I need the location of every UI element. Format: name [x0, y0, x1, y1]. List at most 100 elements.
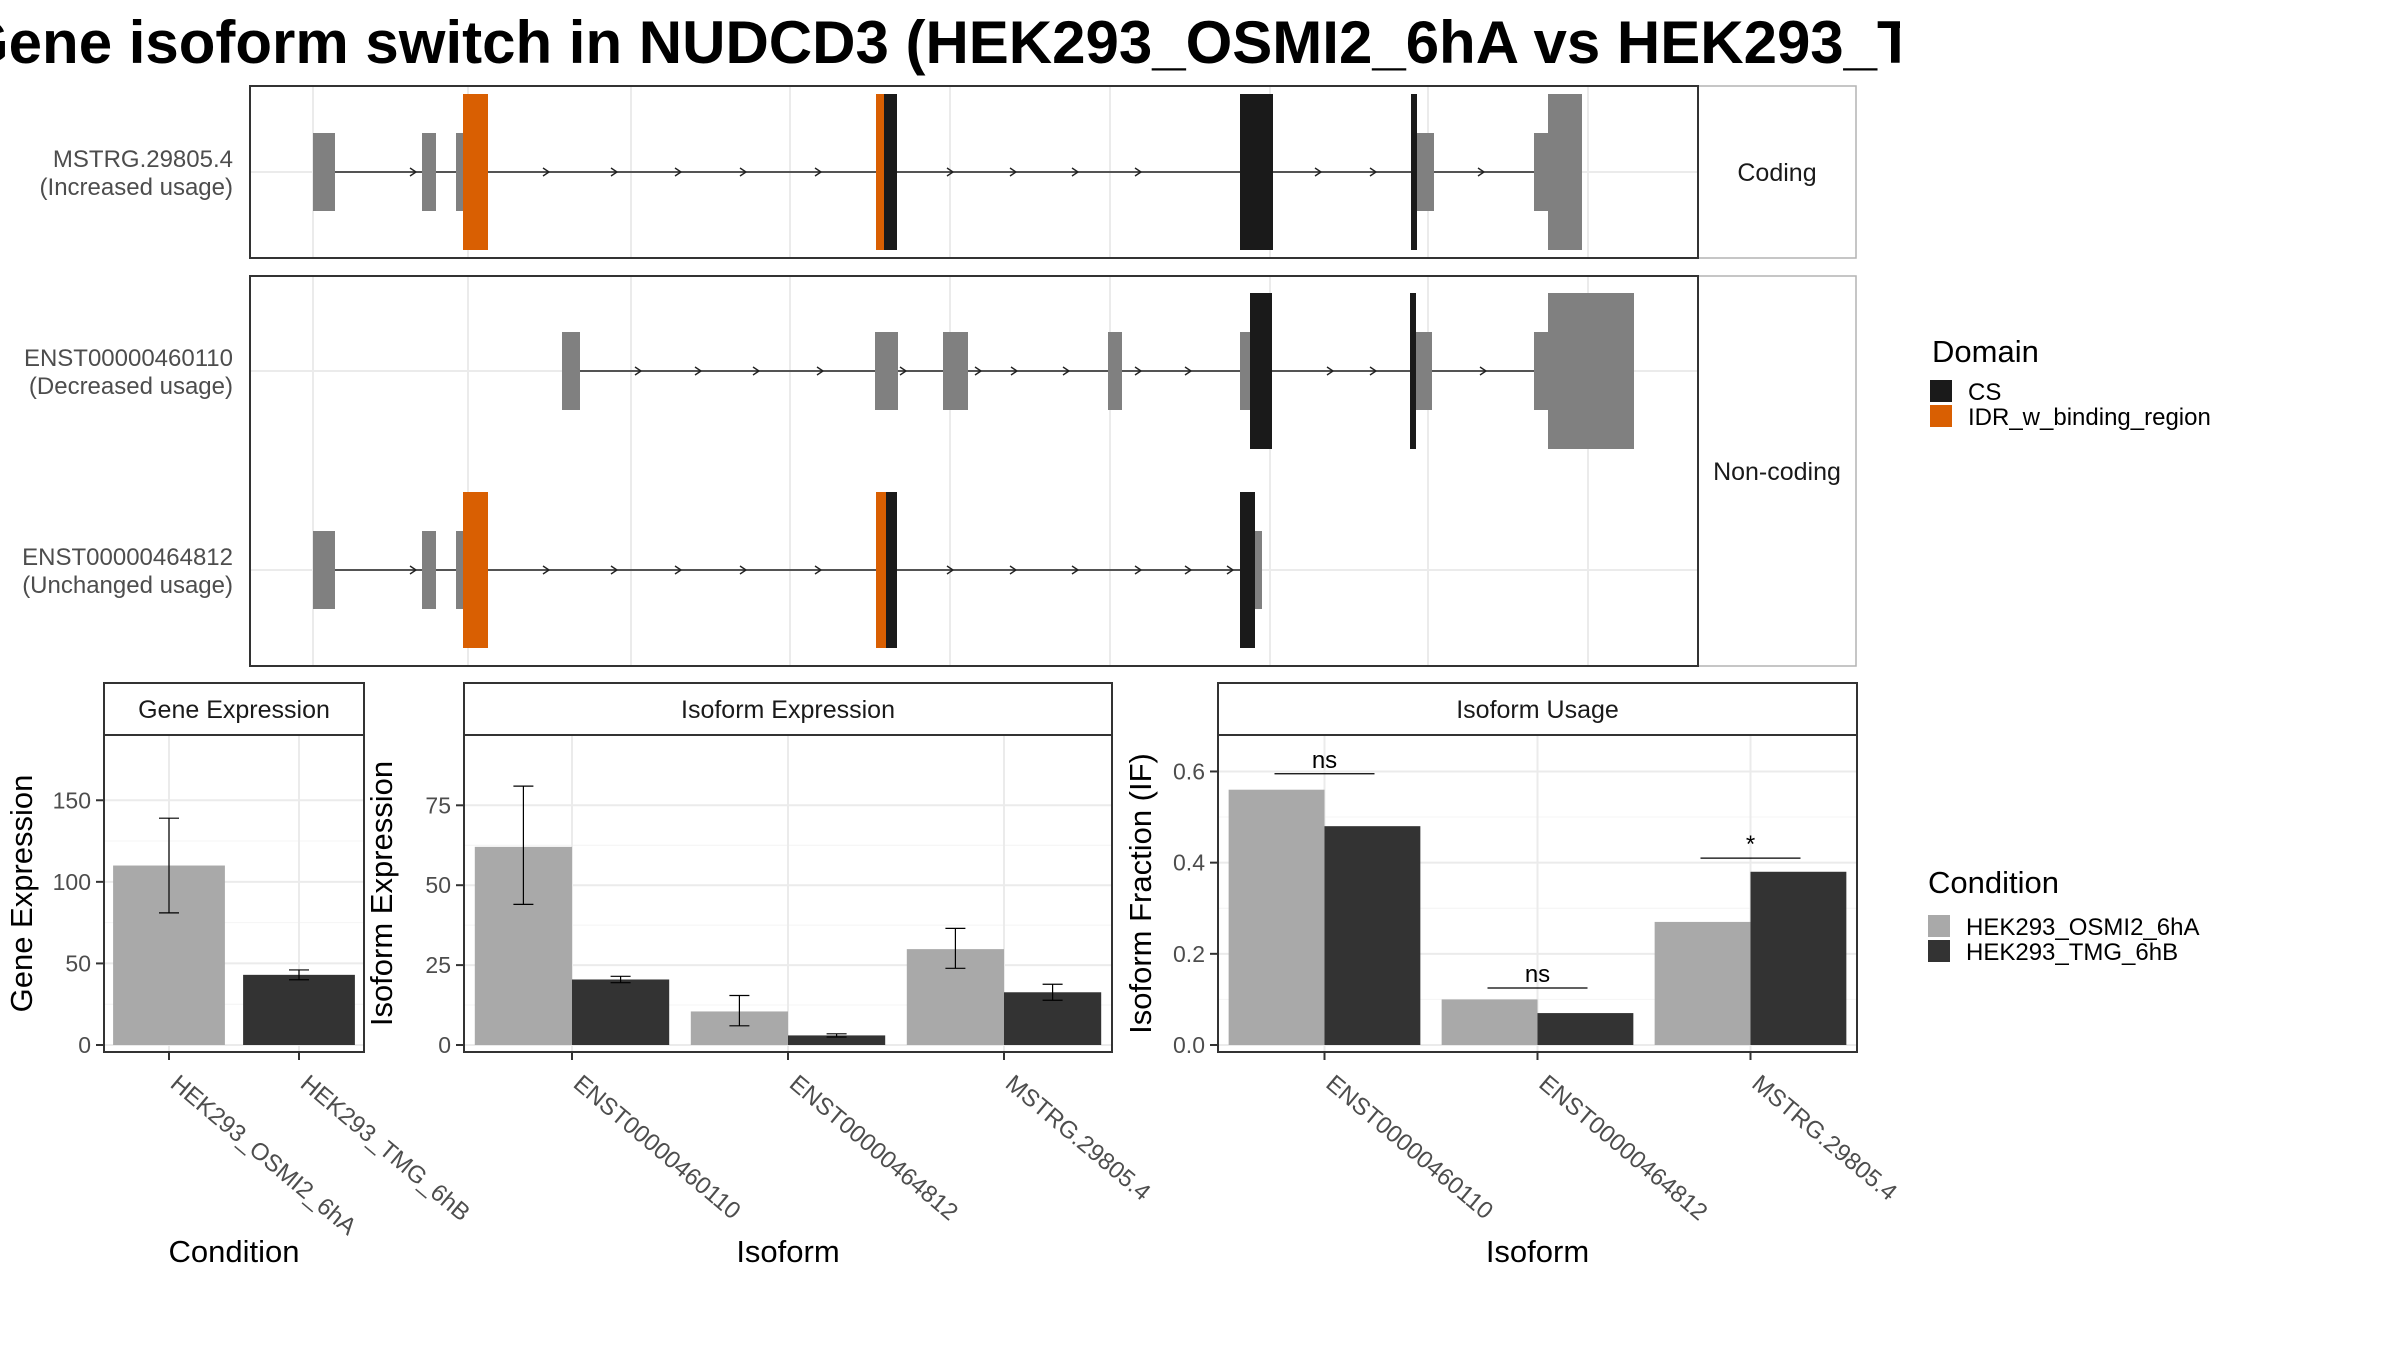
strand-arrow	[1062, 366, 1071, 376]
strand-arrow	[409, 167, 418, 177]
bar	[1537, 1013, 1634, 1045]
y-tick-label: 50	[65, 950, 91, 976]
strip-label: Isoform Usage	[1456, 696, 1619, 724]
y-tick-label: 0.6	[1173, 758, 1205, 784]
bar	[572, 979, 670, 1045]
y-tick-label: 50	[425, 872, 451, 898]
condition-legend-title: Condition	[1928, 865, 2059, 900]
strand-arrow	[1369, 366, 1378, 376]
strand-arrow	[610, 167, 619, 177]
bar-chart: ns ns * Isoform Usage 0.0 0.2 0.4 0.6 ENST000004…	[1123, 682, 1902, 1269]
strand-arrow	[674, 167, 683, 177]
domain-cs	[886, 492, 897, 648]
bar-chart: Isoform Expression 0 25 50 75 ENST00000460110…	[364, 682, 1155, 1269]
x-tick-label: ENST00000460110	[1321, 1070, 1499, 1225]
strip-box	[1697, 275, 1857, 667]
bar	[1441, 999, 1538, 1045]
exon-block	[1534, 332, 1548, 410]
y-axis-title: Gene Expression	[4, 775, 39, 1013]
exon-block	[1255, 531, 1262, 609]
strand-arrow	[542, 167, 551, 177]
transcript-label: ENST00000460110 (Decreased usage)	[24, 345, 233, 400]
bar	[1654, 921, 1751, 1045]
bar	[243, 974, 355, 1045]
domain-cs	[1250, 293, 1272, 449]
domain-cs	[884, 94, 897, 250]
legend-key	[1928, 940, 1950, 962]
strand-arrow	[674, 565, 683, 575]
y-tick-label: 0.4	[1173, 850, 1205, 876]
bar	[1750, 871, 1847, 1045]
strand-arrow	[1184, 565, 1193, 575]
strand-arrow	[409, 565, 418, 575]
exon-block	[422, 133, 436, 211]
legend-key	[1930, 380, 1952, 402]
bar	[1228, 789, 1325, 1045]
domain-cs	[1410, 293, 1416, 449]
strand-arrow	[1009, 565, 1018, 575]
exon-block	[562, 332, 580, 410]
strand-arrow	[1009, 167, 1018, 177]
y-tick-label: 100	[53, 869, 91, 895]
strand-arrow	[1369, 167, 1378, 177]
strand-arrow	[814, 565, 823, 575]
transcript-id: MSTRG.29805.4	[53, 146, 233, 173]
legend-key	[1930, 405, 1952, 427]
x-tick-label: MSTRG.29805.4	[1747, 1070, 1902, 1206]
domain-idr	[876, 94, 884, 250]
panel-border	[249, 85, 1699, 259]
transcript-usage: (Unchanged usage)	[22, 572, 233, 599]
page-title: Gene isoform switch in NUDCD3 (HEK293_OS…	[0, 9, 1900, 76]
domain-cs	[1240, 492, 1255, 648]
y-tick-label: 0	[438, 1032, 451, 1058]
strand-arrow	[739, 167, 748, 177]
y-tick-label: 25	[425, 952, 451, 978]
domain-idr	[876, 492, 886, 648]
strand-arrow	[752, 366, 761, 376]
strip-box	[1217, 682, 1858, 736]
y-tick-label: 0.0	[1173, 1032, 1205, 1058]
domain-legend-title: Domain	[1932, 334, 2039, 369]
x-tick-label: ENST00000464812	[784, 1070, 963, 1226]
strand-arrow	[1134, 366, 1143, 376]
strip-label: Coding	[1737, 159, 1816, 187]
significance-label: *	[1746, 831, 1755, 858]
strand-arrow	[1134, 167, 1143, 177]
significance-label: ns	[1525, 961, 1550, 988]
transcript-label: MSTRG.29805.4 (Increased usage)	[40, 146, 233, 201]
strand-arrow	[946, 167, 955, 177]
transcript-id: ENST00000464812	[22, 544, 233, 571]
x-axis-title: Isoform	[1486, 1234, 1589, 1269]
domain-cs	[1411, 94, 1417, 250]
x-tick-label: ENST00000464812	[1534, 1070, 1713, 1226]
y-axis-title: Isoform Expression	[364, 761, 399, 1026]
y-tick-label: 150	[53, 787, 91, 813]
transcript-panel	[250, 276, 1698, 666]
exon-block	[1548, 94, 1582, 250]
strip-box	[103, 682, 365, 736]
exon-block	[1240, 332, 1250, 410]
strand-arrow	[634, 366, 643, 376]
strand-arrow	[1134, 565, 1143, 575]
transcript-usage: (Decreased usage)	[29, 373, 233, 400]
exon-block	[943, 332, 968, 410]
y-tick-label: 75	[425, 792, 451, 818]
legend-label: HEK293_OSMI2_6hA	[1966, 914, 2199, 941]
strand-arrow	[1479, 366, 1488, 376]
strand-arrow	[899, 366, 908, 376]
transcript-label: ENST00000464812 (Unchanged usage)	[22, 544, 233, 599]
y-tick-label: 0	[78, 1032, 91, 1058]
exon-block	[875, 332, 898, 410]
exon-block	[456, 133, 463, 211]
exon-block	[456, 531, 463, 609]
strand-arrow	[739, 565, 748, 575]
strand-arrow	[1071, 167, 1080, 177]
exon-block	[1418, 332, 1432, 410]
strand-arrow	[814, 167, 823, 177]
strand-arrow	[542, 565, 551, 575]
transcript-track	[313, 94, 1582, 250]
strand-arrow	[1477, 167, 1486, 177]
y-axis-title: Isoform Fraction (IF)	[1123, 753, 1158, 1034]
strand-arrow	[1010, 366, 1019, 376]
legend-label: HEK293_TMG_6hB	[1966, 939, 2178, 966]
